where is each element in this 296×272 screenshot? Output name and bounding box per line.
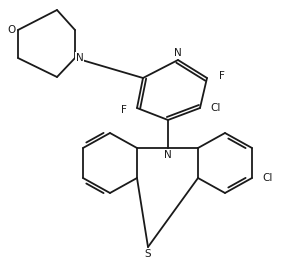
- Text: F: F: [219, 71, 225, 81]
- Text: N: N: [76, 53, 84, 63]
- Text: S: S: [145, 249, 151, 259]
- Text: N: N: [164, 150, 172, 160]
- Text: O: O: [8, 25, 16, 35]
- Text: N: N: [174, 48, 182, 58]
- Text: F: F: [121, 105, 127, 115]
- Text: Cl: Cl: [262, 173, 272, 183]
- Text: Cl: Cl: [210, 103, 221, 113]
